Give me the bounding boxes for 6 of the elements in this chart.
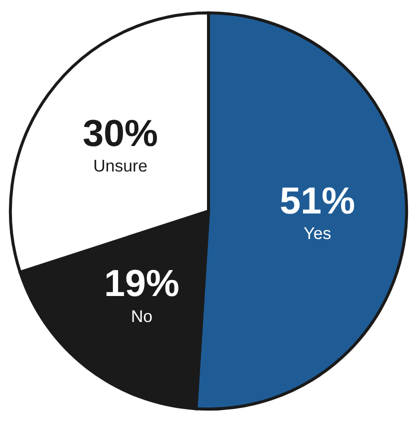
slice-label: No	[130, 306, 152, 326]
slice-label: Yes	[304, 224, 332, 244]
slice-label: Unsure	[93, 156, 148, 176]
data-label: 19%	[104, 262, 180, 304]
data-label: 51%	[280, 179, 356, 222]
data-label: 30%	[82, 112, 158, 154]
